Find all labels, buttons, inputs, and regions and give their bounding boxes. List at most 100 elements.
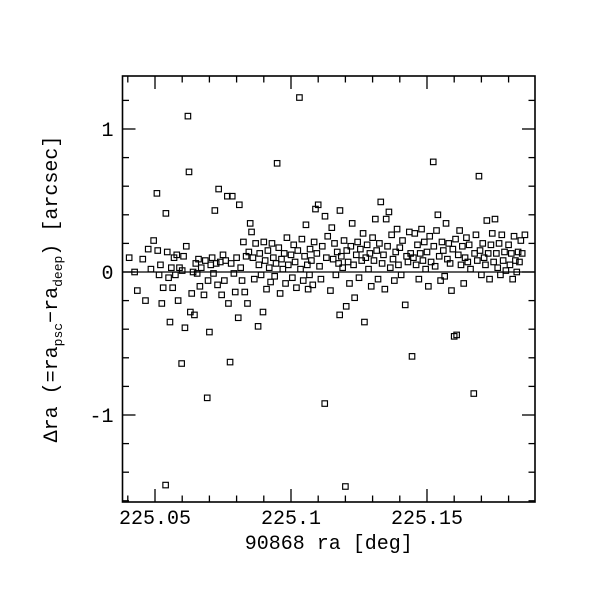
data-point-marker	[439, 247, 447, 254]
data-point-marker	[291, 258, 299, 266]
data-point-marker	[309, 281, 317, 289]
data-point-marker	[438, 238, 446, 246]
data-point-marker	[396, 244, 404, 252]
data-point-marker	[154, 247, 162, 254]
data-point-marker	[422, 265, 429, 273]
data-point-marker	[329, 255, 337, 263]
data-point-marker	[314, 201, 322, 209]
data-point-marker	[378, 260, 386, 267]
data-point-marker	[517, 237, 525, 244]
data-point-marker	[518, 250, 526, 257]
data-point-marker	[155, 271, 163, 279]
data-point-marker	[491, 215, 499, 223]
data-point-marker	[181, 324, 189, 332]
data-point-marker	[298, 235, 306, 243]
data-point-marker	[486, 275, 493, 283]
data-point-marker	[327, 287, 334, 294]
data-point-marker	[313, 250, 321, 257]
data-point-marker	[272, 260, 280, 267]
data-point-marker	[418, 225, 425, 233]
data-point-marker	[203, 394, 211, 402]
y-tick-label: 0	[101, 263, 113, 286]
data-point-marker	[342, 302, 350, 310]
data-point-marker	[260, 238, 268, 246]
data-point-marker	[482, 261, 489, 269]
data-point-marker	[437, 277, 444, 284]
data-point-marker	[240, 238, 247, 246]
data-point-marker	[294, 247, 302, 254]
data-point-marker	[405, 228, 413, 236]
data-point-marker	[366, 250, 374, 257]
data-point-marker	[336, 207, 344, 214]
data-point-marker	[308, 257, 315, 264]
data-point-marker	[435, 252, 443, 260]
data-point-marker	[470, 390, 478, 397]
data-point-marker	[178, 267, 186, 274]
data-point-marker	[501, 248, 508, 256]
data-point-marker	[459, 242, 466, 250]
data-point-marker	[235, 201, 243, 209]
data-point-marker	[475, 172, 483, 180]
data-point-marker	[197, 264, 205, 272]
y-axis-title: Δra (=rapsc−radeep) [arcsec]	[41, 136, 66, 443]
data-point-marker	[331, 240, 338, 247]
data-point-marker	[376, 240, 383, 247]
data-point-marker	[448, 287, 455, 294]
data-point-marker	[419, 257, 427, 264]
x-tick-label: 225.05	[119, 508, 191, 531]
data-point-marker	[189, 268, 197, 276]
data-point-marker	[374, 275, 382, 283]
data-point-marker	[282, 280, 289, 287]
data-point-marker	[521, 231, 529, 239]
data-point-marker	[304, 285, 312, 293]
data-point-marker	[174, 297, 182, 304]
data-point-marker	[346, 280, 353, 287]
data-point-marker	[257, 271, 265, 279]
data-point-marker	[449, 245, 457, 253]
data-point-marker	[200, 291, 208, 299]
data-point-marker	[460, 280, 468, 287]
data-point-marker	[301, 252, 308, 260]
data-point-marker	[268, 240, 276, 247]
data-point-marker	[306, 245, 314, 253]
data-point-marker	[365, 265, 372, 273]
data-point-marker	[287, 251, 295, 259]
data-point-marker	[259, 308, 267, 316]
data-point-marker	[512, 257, 519, 264]
data-point-marker	[249, 254, 257, 262]
data-point-marker	[283, 234, 291, 242]
data-point-marker	[276, 290, 284, 297]
data-point-marker	[434, 211, 442, 219]
data-point-marker	[219, 251, 227, 259]
data-point-marker	[348, 220, 356, 227]
data-point-marker	[206, 328, 213, 336]
data-point-marker	[377, 198, 385, 206]
data-point-marker	[261, 257, 269, 264]
data-point-marker	[293, 284, 300, 292]
data-point-marker	[385, 208, 393, 216]
data-point-marker	[218, 291, 225, 299]
data-point-marker	[215, 185, 222, 193]
data-point-marker	[296, 94, 303, 101]
data-point-marker	[224, 192, 231, 200]
data-point-marker	[332, 271, 340, 279]
y-tick-label: 1	[101, 120, 113, 143]
data-point-marker	[214, 281, 221, 289]
data-point-marker	[497, 271, 504, 279]
data-point-marker	[391, 277, 398, 284]
data-point-marker	[350, 261, 357, 269]
data-point-marker	[452, 235, 459, 243]
data-point-marker	[255, 261, 263, 269]
data-point-marker	[133, 287, 141, 294]
data-point-marker	[454, 251, 462, 259]
data-point-marker	[246, 220, 254, 227]
data-point-marker	[279, 265, 287, 273]
data-point-marker	[487, 241, 495, 249]
data-point-marker	[493, 250, 500, 257]
data-points	[125, 94, 529, 490]
data-point-marker	[395, 261, 402, 269]
data-point-marker	[453, 331, 460, 339]
data-point-marker	[369, 234, 376, 242]
data-point-marker	[445, 240, 453, 247]
data-point-marker	[222, 257, 230, 264]
